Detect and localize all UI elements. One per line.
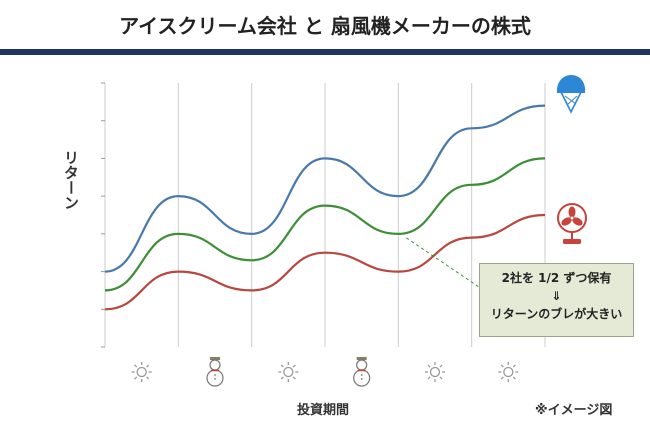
callout-leader-line bbox=[406, 237, 480, 288]
sun-icon bbox=[498, 362, 519, 382]
image-note: ※イメージ図 bbox=[535, 403, 613, 418]
snowman-icon bbox=[353, 357, 371, 387]
chart-series-group bbox=[104, 104, 546, 311]
sun-ray bbox=[134, 376, 138, 380]
series-line-fan bbox=[104, 213, 546, 311]
ice-cream-icon bbox=[556, 75, 586, 114]
y-axis-label: リターン bbox=[62, 150, 80, 210]
sun-ray bbox=[427, 364, 431, 368]
sun-ray bbox=[280, 376, 284, 380]
page-title: アイスクリーム会社 と 扇風機メーカーの株式 bbox=[119, 14, 531, 38]
fan-icon bbox=[557, 203, 587, 244]
sun-ray bbox=[134, 364, 138, 368]
sun-ray bbox=[439, 376, 443, 380]
sun-ray bbox=[292, 364, 296, 368]
series-line-ice-cream bbox=[104, 104, 546, 273]
callout-line-1: 2社を 1/2 ずつ保有 bbox=[501, 271, 612, 285]
snowman-button bbox=[214, 378, 216, 380]
sun-ray bbox=[427, 376, 431, 380]
snowman-body bbox=[206, 369, 224, 387]
sun-icon bbox=[278, 362, 299, 382]
snowman-button bbox=[214, 374, 216, 376]
snowman-button bbox=[360, 374, 363, 376]
sun-ray bbox=[292, 376, 296, 380]
sun-ray bbox=[500, 376, 504, 380]
snowman-hat bbox=[356, 357, 367, 360]
sun-ray bbox=[146, 376, 150, 380]
snowman-body bbox=[353, 369, 371, 387]
title-underline-bar bbox=[0, 49, 650, 55]
series-line-combined bbox=[104, 157, 546, 292]
snowman-hat bbox=[210, 357, 220, 360]
sun-core bbox=[503, 366, 514, 378]
callout-line-2: リターンのブレが大きい bbox=[490, 307, 623, 321]
sun-core bbox=[136, 366, 147, 378]
snowman-icon bbox=[206, 357, 224, 387]
callout-arrow: ⇓ bbox=[551, 289, 562, 303]
callout-box: 2社を 1/2 ずつ保有 ⇓ リターンのブレが大きい bbox=[479, 263, 634, 337]
sun-core bbox=[429, 366, 441, 378]
snowman-head bbox=[209, 359, 221, 371]
sun-ray bbox=[512, 376, 516, 380]
sun-core bbox=[283, 366, 294, 378]
sun-icon bbox=[425, 362, 445, 382]
sun-icon bbox=[131, 362, 152, 382]
sun-ray bbox=[146, 364, 150, 368]
sun-ray bbox=[500, 364, 504, 368]
x-axis-label: 投資期間 bbox=[296, 403, 349, 418]
x-axis-weather-icons bbox=[131, 357, 519, 387]
sun-ray bbox=[280, 364, 284, 368]
snowman-head bbox=[356, 359, 368, 371]
sun-ray bbox=[439, 364, 443, 368]
sun-ray bbox=[512, 364, 516, 368]
snowman-button bbox=[360, 378, 363, 380]
